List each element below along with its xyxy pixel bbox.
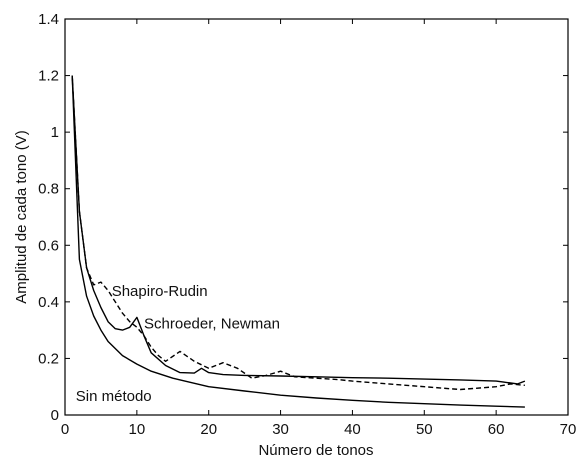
y-tick-label: 0.4 bbox=[38, 294, 59, 311]
y-tick-label: 0 bbox=[51, 407, 59, 424]
x-tick-label: 40 bbox=[344, 421, 361, 438]
series-line-2 bbox=[71, 75, 526, 385]
x-tick-label: 20 bbox=[200, 421, 217, 438]
x-tick-label: 10 bbox=[129, 421, 146, 438]
plot-area-frame bbox=[64, 18, 569, 416]
annotation-label: Shapiro-Rudin bbox=[112, 283, 208, 300]
annotations: Shapiro-Rudin Schroeder, Newman Sin método bbox=[76, 283, 280, 405]
x-tick-label: 60 bbox=[488, 421, 505, 438]
series-line-1 bbox=[71, 75, 525, 408]
axis-ticks: 0 10 20 30 40 50 60 70 0 0.2 0.4 0.6 0.8 1 1.2 1.4 bbox=[38, 11, 576, 438]
series-line-3 bbox=[71, 75, 525, 391]
series-lines bbox=[71, 75, 526, 408]
y-tick-label: 0.2 bbox=[38, 350, 59, 367]
annotation-label: Sin método bbox=[76, 388, 152, 405]
x-tick-label: 0 bbox=[61, 421, 69, 438]
x-tick-label: 30 bbox=[272, 421, 289, 438]
y-tick-label: 1.2 bbox=[38, 68, 59, 85]
x-axis-label: Número de tonos bbox=[258, 442, 373, 459]
y-axis-label: Amplitud de cada tono (V) bbox=[13, 130, 30, 303]
y-tick-label: 1 bbox=[51, 124, 59, 141]
x-tick-label: 50 bbox=[416, 421, 433, 438]
y-tick-label: 1.4 bbox=[38, 11, 59, 28]
x-tick-label: 70 bbox=[560, 421, 577, 438]
annotation-label: Schroeder, Newman bbox=[144, 316, 280, 333]
y-tick-label: 0.8 bbox=[38, 181, 59, 198]
y-tick-label: 0.6 bbox=[38, 237, 59, 254]
